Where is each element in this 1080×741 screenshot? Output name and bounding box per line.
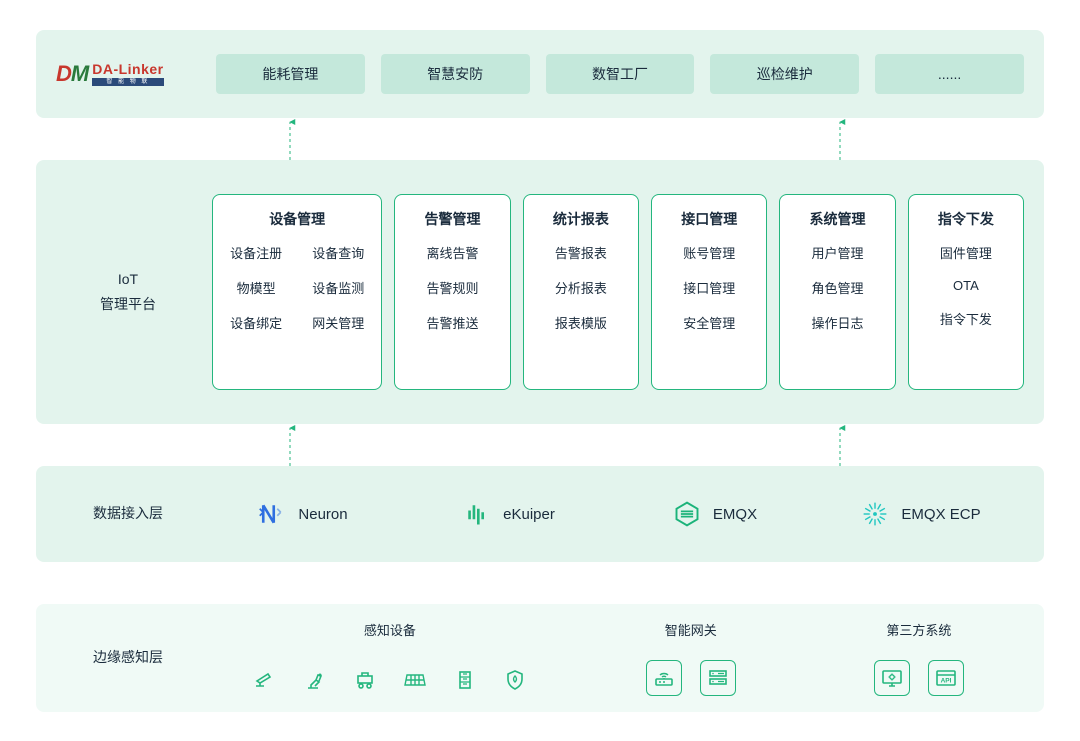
- card-item: 设备查询: [312, 243, 364, 262]
- product-neuron: Neuron: [200, 500, 406, 528]
- iot-card: 系统管理用户管理角色管理操作日志: [779, 194, 895, 390]
- card-title: 统计报表: [553, 209, 609, 229]
- card-item: 设备注册: [230, 243, 282, 262]
- edge-layer: 边缘感知层 感知设备 智能网关 第三方系统 API: [36, 604, 1044, 712]
- iot-card: 统计报表告警报表分析报表报表模版: [523, 194, 639, 390]
- app-pill-label: ......: [938, 66, 961, 82]
- card-item: 告警报表: [555, 243, 607, 262]
- card-items: 固件管理 OTA 指令下发: [917, 243, 1015, 328]
- card-title: 接口管理: [681, 209, 737, 229]
- card-item: OTA: [953, 278, 979, 293]
- card-item: 网关管理: [312, 313, 364, 332]
- edge-layer-label: 边缘感知层: [56, 645, 200, 670]
- data-access-layer: 数据接入层 Neuron eKuiper EMQX EMQX ECP: [36, 466, 1044, 562]
- product-label: eKuiper: [503, 506, 555, 523]
- card-item: 离线告警: [427, 243, 479, 262]
- cabinet-icon: [449, 664, 481, 696]
- iot-platform-layer: IoT 管理平台 设备管理设备注册 设备查询物模型 设备监测设备绑定 网关管理 告警管理…: [36, 160, 1044, 424]
- iot-card: 告警管理离线告警告警规则告警推送: [394, 194, 510, 390]
- solar-panel-icon: [399, 664, 431, 696]
- ecp-icon: [861, 500, 889, 528]
- server-stack-icon: [700, 660, 736, 696]
- card-item: 指令下发: [940, 309, 992, 328]
- app-pill: ......: [875, 54, 1024, 94]
- card-item: 固件管理: [940, 243, 992, 262]
- card-items: 离线告警告警规则告警推送: [403, 243, 501, 332]
- card-item: 设备监测: [312, 278, 364, 297]
- app-pill-label: 智慧安防: [427, 64, 483, 84]
- app-pill: 能耗管理: [216, 54, 365, 94]
- edge-icons-row: [646, 660, 736, 696]
- apps-layer: DM DA-Linker 智 能 物 联 能耗管理 智慧安防 数智工厂 巡检维护…: [36, 30, 1044, 118]
- edge-group-thirdparty: 第三方系统 API: [814, 620, 1024, 696]
- router-icon: [646, 660, 682, 696]
- card-item: 告警推送: [427, 313, 479, 332]
- logo-mark: DM: [56, 61, 88, 87]
- iot-card: 设备管理设备注册 设备查询物模型 设备监测设备绑定 网关管理: [212, 194, 382, 390]
- app-pill-label: 数智工厂: [592, 64, 648, 84]
- iot-label-line1: IoT: [56, 267, 200, 292]
- edge-groups-row: 感知设备 智能网关 第三方系统 API: [212, 620, 1024, 696]
- edge-group-gateway: 智能网关: [586, 620, 796, 696]
- logo-sub: 智 能 物 联: [92, 78, 163, 86]
- card-title: 告警管理: [425, 209, 481, 229]
- iot-cards-row: 设备管理设备注册设备查询物模型设备监测设备绑定网关管理告警管理离线告警告警规则告…: [212, 194, 1024, 390]
- edge-icons-row: API: [874, 660, 964, 696]
- card-items: 设备注册 设备查询物模型 设备监测设备绑定 网关管理: [221, 243, 373, 332]
- card-items: 账号管理接口管理安全管理: [660, 243, 758, 332]
- app-pill: 数智工厂: [546, 54, 695, 94]
- product-ekuiper: eKuiper: [406, 500, 612, 528]
- product-emqx: EMQX: [612, 500, 818, 528]
- products-row: Neuron eKuiper EMQX EMQX ECP: [200, 500, 1024, 528]
- da-linker-logo: DM DA-Linker 智 能 物 联: [56, 61, 200, 87]
- app-pill: 巡检维护: [710, 54, 859, 94]
- fire-shield-icon: [499, 664, 531, 696]
- data-layer-label: 数据接入层: [56, 501, 200, 526]
- edge-group-label: 第三方系统: [886, 620, 951, 639]
- monitor-gear-icon: [874, 660, 910, 696]
- edge-group-label: 智能网关: [665, 620, 717, 639]
- card-item: 分析报表: [555, 278, 607, 297]
- product-label: EMQX ECP: [901, 506, 980, 523]
- iot-card: 指令下发固件管理OTA指令下发: [908, 194, 1024, 390]
- iot-card: 接口管理账号管理接口管理安全管理: [651, 194, 767, 390]
- svg-text:API: API: [941, 678, 952, 685]
- product-label: Neuron: [298, 506, 347, 523]
- app-pill-label: 巡检维护: [757, 64, 813, 84]
- product-ecp: EMQX ECP: [818, 500, 1024, 528]
- card-item: 账号管理: [683, 243, 735, 262]
- card-item: 接口管理: [683, 278, 735, 297]
- robot-arm-icon: [299, 664, 331, 696]
- logo-name: DA-Linker: [92, 62, 163, 76]
- edge-group-label: 感知设备: [364, 620, 416, 639]
- card-item: 安全管理: [683, 313, 735, 332]
- card-item: 告警规则: [427, 278, 479, 297]
- card-item: 操作日志: [812, 313, 864, 332]
- card-item: 设备绑定: [230, 313, 282, 332]
- ekuiper-icon: [463, 500, 491, 528]
- iot-label-line2: 管理平台: [56, 292, 200, 317]
- card-title: 设备管理: [269, 209, 325, 229]
- app-pill-label: 能耗管理: [262, 64, 318, 84]
- edge-icons-row: [249, 664, 531, 696]
- card-title: 指令下发: [938, 209, 994, 229]
- emqx-icon: [673, 500, 701, 528]
- card-items: 告警报表分析报表报表模版: [532, 243, 630, 332]
- camera-icon: [249, 664, 281, 696]
- card-items: 用户管理角色管理操作日志: [788, 243, 886, 332]
- neuron-icon: [258, 500, 286, 528]
- card-item: 用户管理: [812, 243, 864, 262]
- agv-icon: [349, 664, 381, 696]
- product-label: EMQX: [713, 506, 757, 523]
- api-box-icon: API: [928, 660, 964, 696]
- card-title: 系统管理: [810, 209, 866, 229]
- app-pill: 智慧安防: [381, 54, 530, 94]
- card-item: 报表模版: [555, 313, 607, 332]
- iot-layer-label: IoT 管理平台: [56, 267, 200, 317]
- card-item: 物模型: [237, 278, 276, 297]
- edge-group-perception: 感知设备: [212, 620, 568, 696]
- card-item: 角色管理: [812, 278, 864, 297]
